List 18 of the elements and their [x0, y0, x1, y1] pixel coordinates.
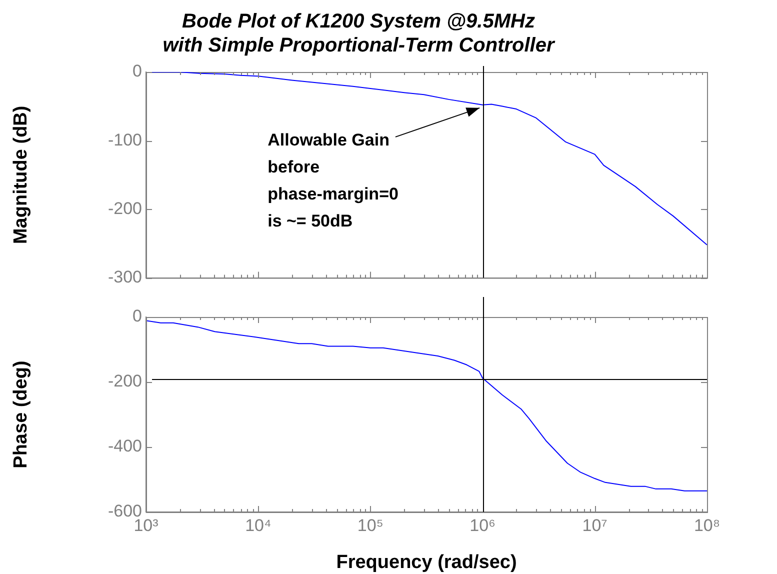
x-tick-label: 10⁷	[582, 516, 608, 535]
annotation: Allowable Gain before phase-margin=0 is ~= 50dB	[268, 130, 398, 231]
y-tick-label: 0	[132, 62, 142, 81]
y-axis-title: Phase (deg)	[10, 360, 32, 468]
y-tick-label: -100	[108, 130, 142, 150]
y-tick-label: -400	[108, 436, 142, 456]
x-tick-label: 10⁸	[694, 516, 720, 535]
y-axis-title: Magnitude (dB)	[10, 106, 32, 244]
y-tick-label: -300	[108, 267, 142, 286]
x-tick-label: 10⁵	[357, 516, 384, 535]
x-tick-label: 10³	[134, 516, 159, 535]
chart-title: Bode Plot of K1200 System @9.5MHz with Simple Proportional-Term Controller	[162, 10, 556, 57]
y-tick-label: -200	[108, 372, 142, 391]
y-tick-label: -200	[108, 198, 142, 218]
x-tick-label: 10⁶	[470, 516, 496, 535]
x-axis-title: Frequency (rad/sec)	[336, 552, 517, 573]
x-tick-label: 10⁴	[245, 516, 272, 535]
y-tick-label: 0	[132, 306, 142, 326]
